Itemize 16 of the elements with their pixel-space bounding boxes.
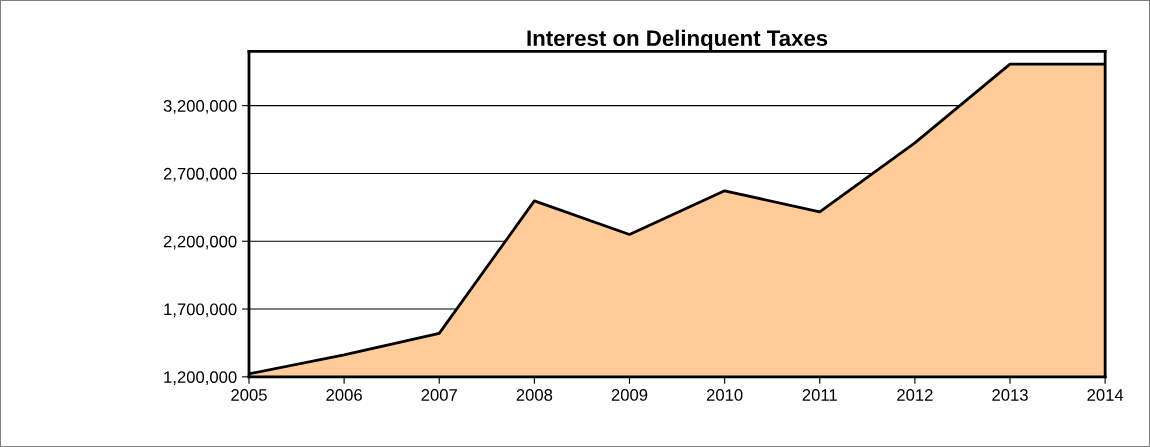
x-tick-label: 2006	[326, 389, 362, 401]
x-tick-label: 2007	[421, 389, 457, 401]
y-tick-label: 2,700,000	[163, 167, 237, 182]
x-tick-label: 2010	[706, 389, 743, 401]
y-tick-label: 2,200,000	[163, 235, 237, 250]
x-tick-label: 2012	[897, 389, 933, 401]
x-tick-label: 2005	[231, 389, 267, 401]
chart-title: Interest on Delinquent Taxes	[527, 29, 828, 51]
y-tick-label: 3,200,000	[163, 100, 237, 114]
x-tick-label: 2009	[611, 389, 648, 401]
y-tick-label: 1,700,000	[164, 303, 237, 318]
x-tick-label: 2014	[1087, 389, 1124, 401]
x-tick-label: 2008	[516, 389, 553, 401]
x-tick-label: 2011	[802, 389, 837, 401]
y-tick-label: 1,200,000	[164, 371, 237, 385]
x-tick-label: 2013	[992, 389, 1028, 401]
